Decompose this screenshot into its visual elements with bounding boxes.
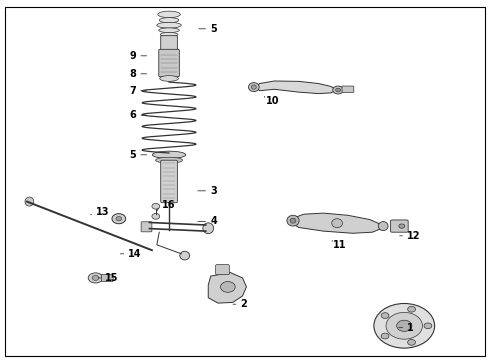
FancyBboxPatch shape xyxy=(161,160,177,203)
Polygon shape xyxy=(208,273,246,303)
Text: 11: 11 xyxy=(333,240,347,250)
Ellipse shape xyxy=(332,219,343,228)
Polygon shape xyxy=(255,81,337,94)
Text: 9: 9 xyxy=(129,51,136,61)
Ellipse shape xyxy=(408,306,416,312)
Text: 2: 2 xyxy=(240,299,247,309)
Text: 10: 10 xyxy=(266,96,279,106)
Ellipse shape xyxy=(336,88,341,92)
Ellipse shape xyxy=(424,323,432,329)
Ellipse shape xyxy=(287,215,299,226)
Ellipse shape xyxy=(159,28,179,33)
Text: 8: 8 xyxy=(129,69,136,79)
FancyBboxPatch shape xyxy=(216,265,229,275)
Ellipse shape xyxy=(158,11,180,18)
Ellipse shape xyxy=(220,282,235,292)
FancyBboxPatch shape xyxy=(101,274,113,282)
Text: 1: 1 xyxy=(407,323,414,333)
Ellipse shape xyxy=(381,333,389,339)
FancyBboxPatch shape xyxy=(391,220,408,232)
Ellipse shape xyxy=(396,320,412,331)
Ellipse shape xyxy=(399,224,405,228)
Ellipse shape xyxy=(157,22,181,28)
Ellipse shape xyxy=(160,32,178,37)
Ellipse shape xyxy=(386,312,422,339)
FancyBboxPatch shape xyxy=(141,222,152,232)
Ellipse shape xyxy=(381,313,389,319)
Ellipse shape xyxy=(374,303,435,348)
FancyBboxPatch shape xyxy=(161,36,177,51)
Ellipse shape xyxy=(251,85,256,89)
Ellipse shape xyxy=(160,76,178,81)
Ellipse shape xyxy=(152,151,186,158)
Text: 5: 5 xyxy=(129,150,136,160)
Ellipse shape xyxy=(378,222,388,231)
Text: 12: 12 xyxy=(407,231,420,241)
Text: 3: 3 xyxy=(211,186,218,196)
Ellipse shape xyxy=(92,275,99,280)
Ellipse shape xyxy=(248,83,259,92)
Ellipse shape xyxy=(156,157,182,163)
Text: 15: 15 xyxy=(105,273,119,283)
Text: 16: 16 xyxy=(162,200,175,210)
Text: 4: 4 xyxy=(211,216,218,226)
Ellipse shape xyxy=(152,213,160,219)
Text: 5: 5 xyxy=(211,24,218,34)
Ellipse shape xyxy=(203,223,214,234)
Text: 13: 13 xyxy=(96,207,109,217)
FancyBboxPatch shape xyxy=(159,49,179,77)
Ellipse shape xyxy=(333,86,343,94)
Ellipse shape xyxy=(152,203,160,209)
Ellipse shape xyxy=(116,217,122,221)
Text: 6: 6 xyxy=(129,110,136,120)
Ellipse shape xyxy=(159,18,179,23)
Ellipse shape xyxy=(290,218,296,223)
Polygon shape xyxy=(292,213,381,233)
Ellipse shape xyxy=(112,214,125,224)
Text: 7: 7 xyxy=(129,86,136,96)
Ellipse shape xyxy=(408,339,416,345)
Ellipse shape xyxy=(25,197,34,206)
Ellipse shape xyxy=(88,273,103,283)
Text: 14: 14 xyxy=(128,249,142,259)
Ellipse shape xyxy=(180,251,190,260)
FancyBboxPatch shape xyxy=(342,86,354,93)
